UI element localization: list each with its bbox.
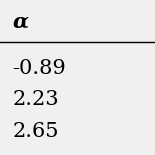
Text: α: α	[12, 12, 29, 32]
Text: 2.65: 2.65	[12, 122, 59, 141]
Text: 2.23: 2.23	[12, 90, 59, 109]
Text: -0.89: -0.89	[12, 59, 66, 78]
